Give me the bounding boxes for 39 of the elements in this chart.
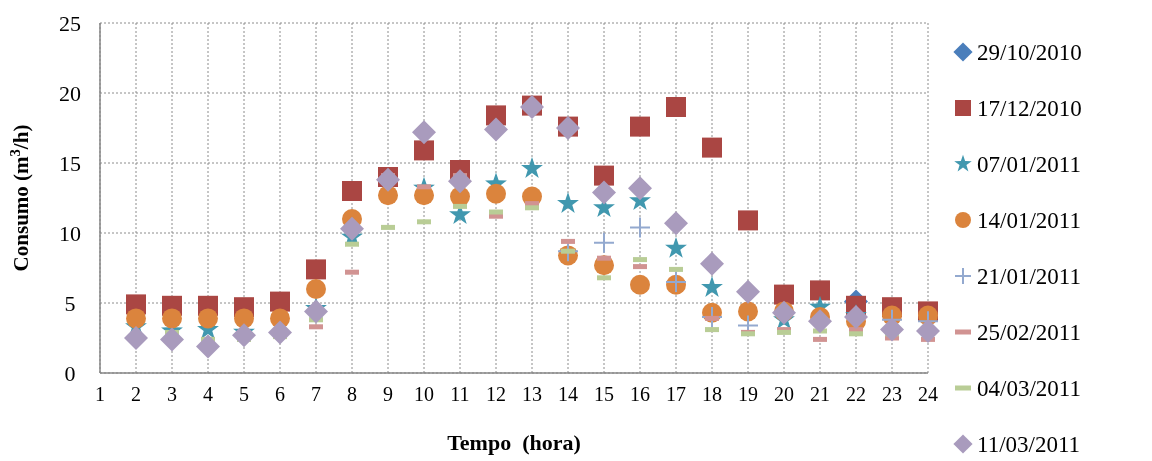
x-tick-label: 4 [203, 383, 213, 405]
x-tick-label: 7 [311, 383, 321, 405]
x-axis-title: Tempo (hora) [447, 430, 581, 455]
x-tick-label: 18 [702, 383, 722, 405]
legend-label: 29/10/2010 [977, 39, 1082, 65]
y-tick-label: 25 [59, 10, 81, 36]
y-tick-label: 20 [59, 80, 81, 106]
y-tick-label: 5 [64, 290, 76, 316]
x-tick-label: 3 [167, 383, 177, 405]
x-tick-label: 23 [882, 383, 902, 405]
y-tick-label: 10 [59, 220, 81, 246]
x-tick-label: 8 [347, 383, 357, 405]
x-tick-label: 14 [558, 383, 578, 405]
x-tick-label: 10 [414, 383, 434, 405]
x-tick-label: 1 [95, 383, 105, 405]
y-tick-label: 0 [64, 360, 76, 386]
x-tick-label: 22 [846, 383, 866, 405]
x-tick-label: 12 [486, 383, 506, 405]
x-tick-label: 20 [774, 383, 794, 405]
x-tick-label: 6 [275, 383, 285, 405]
legend-label: 25/02/2011 [977, 319, 1081, 345]
legend-label: 14/01/2011 [977, 207, 1081, 233]
x-tick-label: 13 [522, 383, 542, 405]
x-tick-label: 5 [239, 383, 249, 405]
legend-label: 17/12/2010 [977, 95, 1082, 121]
x-tick-label: 19 [738, 383, 758, 405]
x-tick-label: 9 [383, 383, 393, 405]
legend-label: 04/03/2011 [977, 375, 1081, 401]
x-tick-label: 21 [810, 383, 830, 405]
x-tick-label: 15 [594, 383, 614, 405]
x-tick-label: 11 [450, 383, 470, 405]
legend-label: 11/03/2011 [977, 431, 1081, 457]
legend-label: 21/01/2011 [977, 263, 1081, 289]
x-tick-label: 24 [918, 383, 938, 405]
x-tick-label: 16 [630, 383, 650, 405]
legend-label: 07/01/2011 [977, 151, 1081, 177]
y-tick-label: 15 [59, 150, 81, 176]
x-tick-label: 17 [666, 383, 686, 405]
x-tick-label: 2 [131, 383, 141, 405]
